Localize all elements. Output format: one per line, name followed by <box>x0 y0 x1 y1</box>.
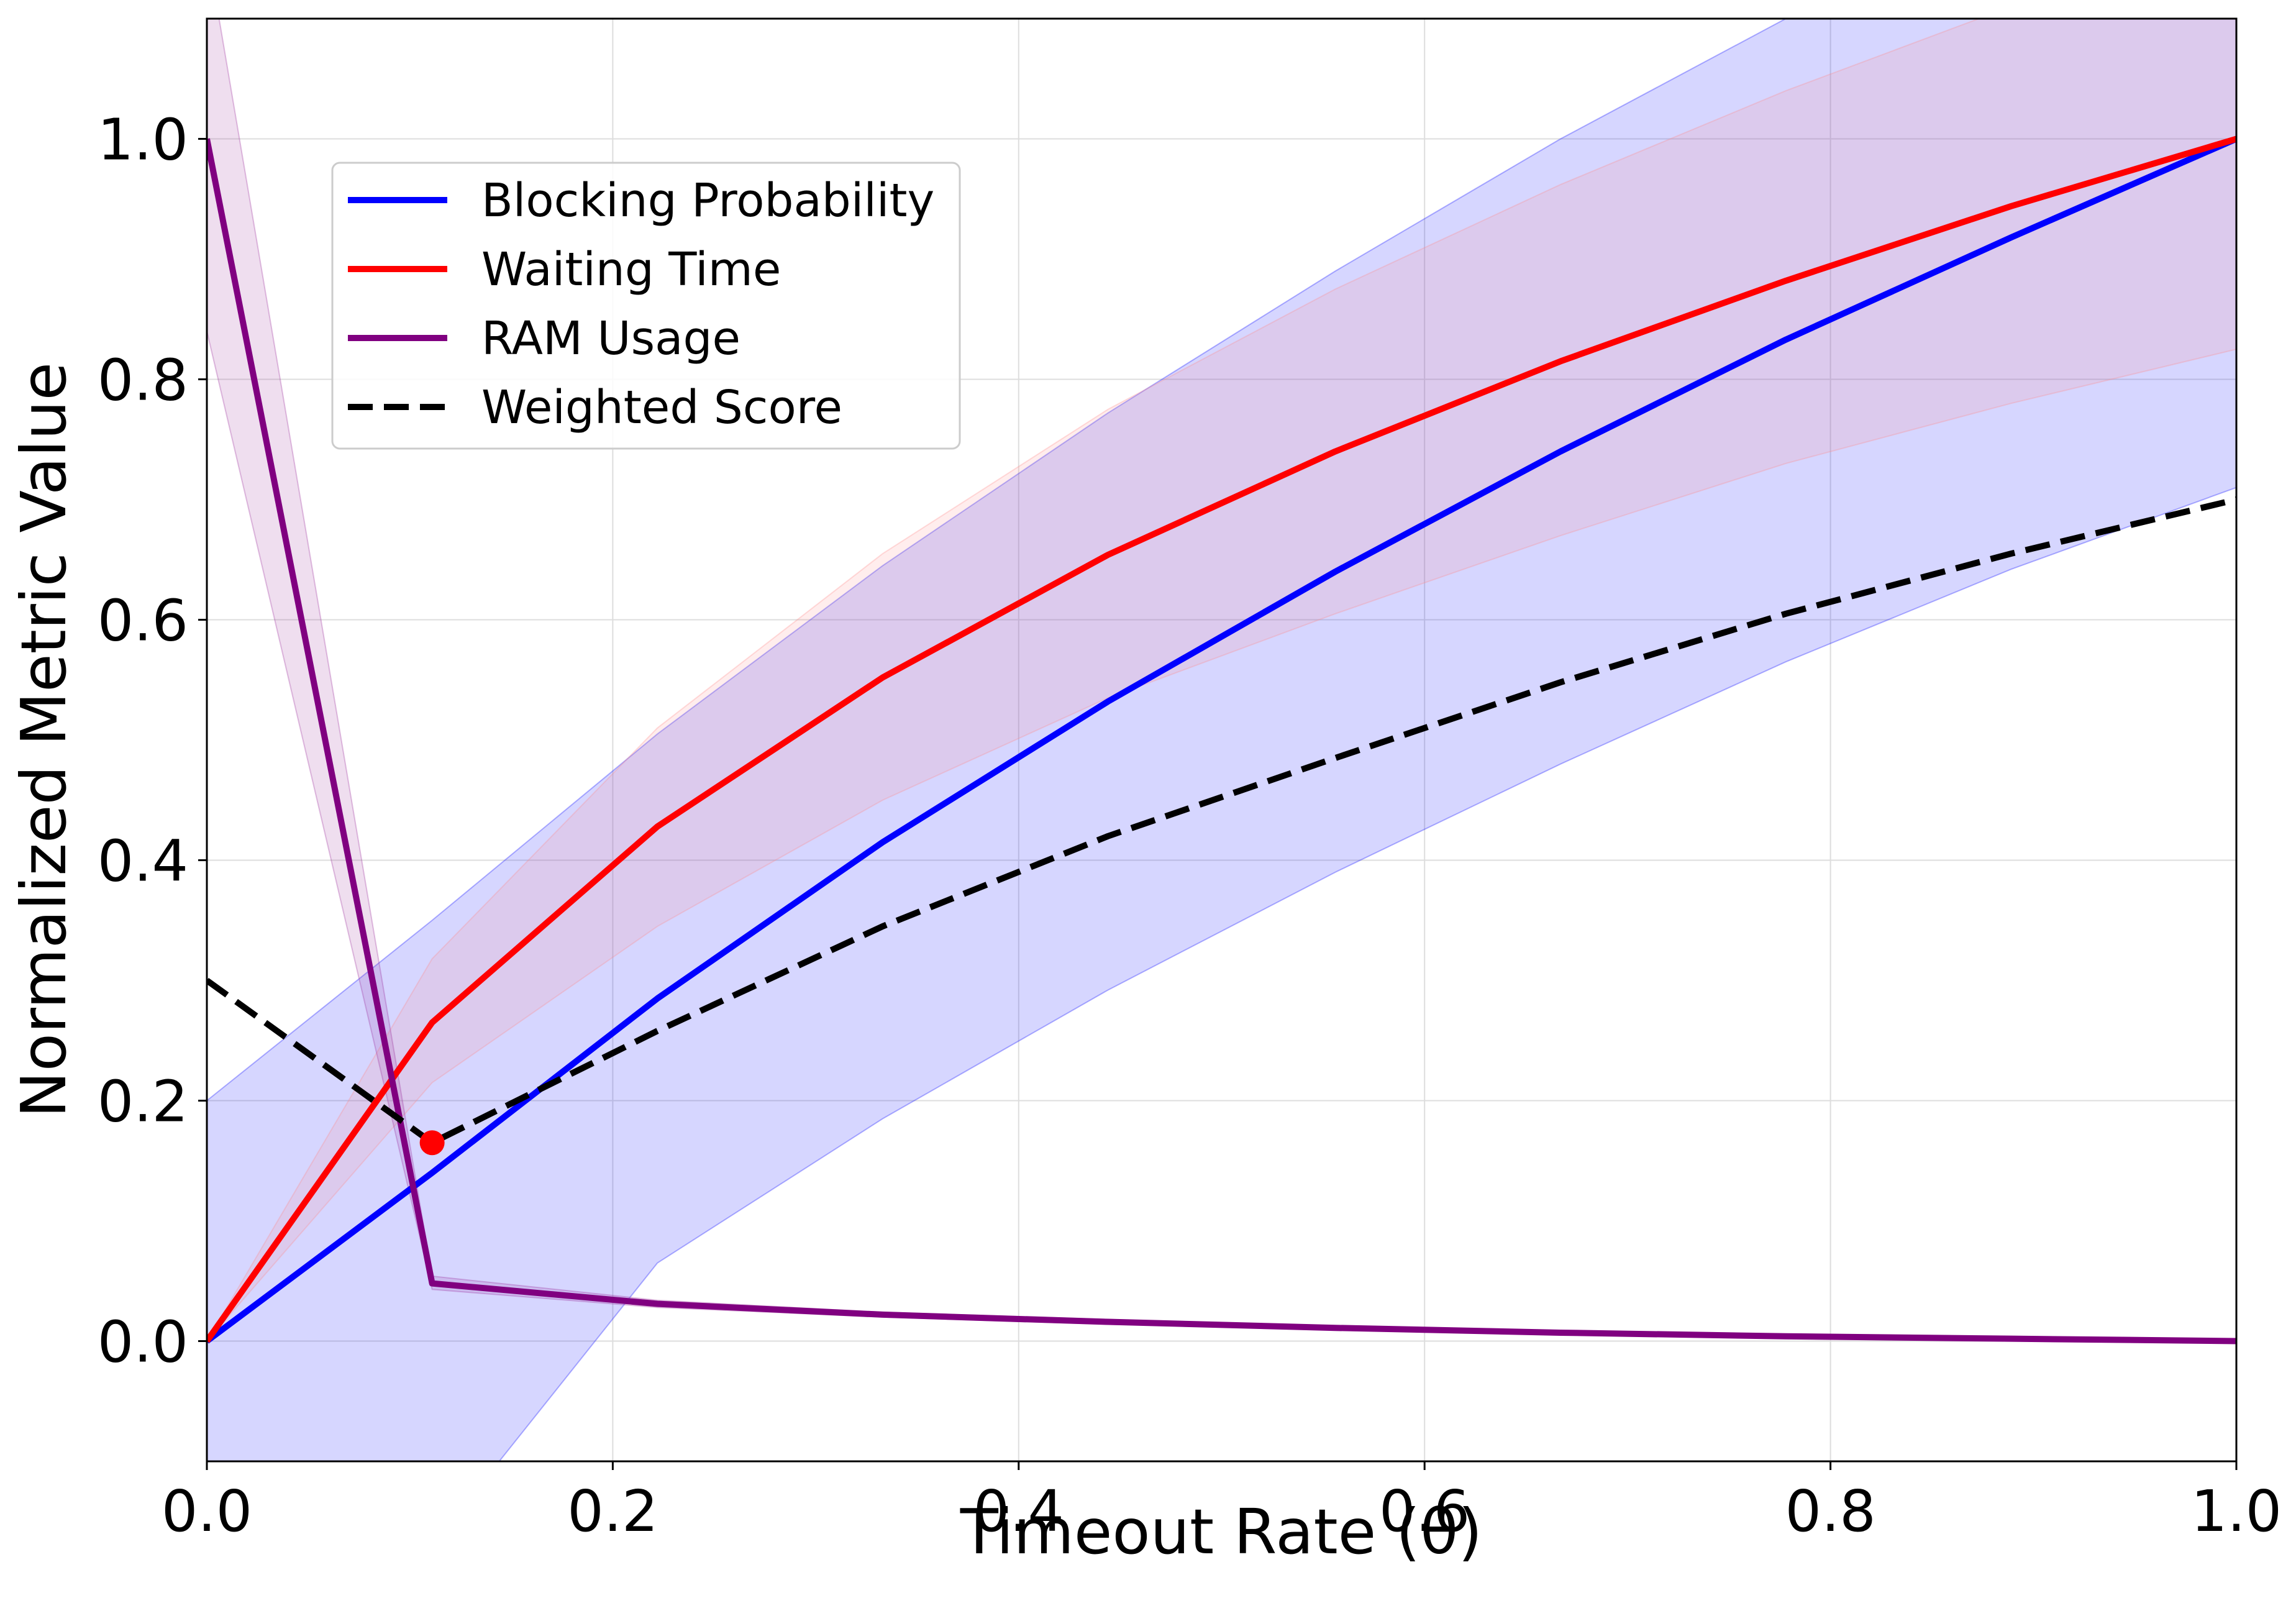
y-tick-label: 0.2 <box>98 1069 188 1135</box>
legend-box <box>331 162 961 450</box>
confidence-band <box>207 19 2236 1342</box>
legend-label: RAM Usage <box>481 312 740 365</box>
y-axis-label: Normalized Metric Value <box>7 362 80 1118</box>
y-tick-label: 0.0 <box>98 1309 188 1376</box>
x-tick-label: 0.2 <box>567 1478 658 1545</box>
y-tick-label: 1.0 <box>98 107 188 173</box>
legend-label: Waiting Time <box>481 243 781 296</box>
series-line <box>207 135 2236 1343</box>
confidence-band <box>207 19 2236 1461</box>
legend: Blocking Probability Waiting Time RAM Usag… <box>331 162 961 450</box>
axis-ticks: 0.0 0.2 0.4 0.6 0.8 1.0 0.0 0.2 0.4 0.6 0.8 1.0 <box>98 107 2282 1545</box>
x-tick-label: 0.0 <box>162 1478 252 1545</box>
legend-label: Blocking Probability <box>481 174 934 227</box>
legend-label: Weighted Score <box>481 381 842 434</box>
series-line <box>207 496 2236 1146</box>
x-tick-label: 0.8 <box>1785 1478 1875 1545</box>
x-tick-label: 0.6 <box>1379 1478 1470 1545</box>
y-tick-label: 0.4 <box>98 828 188 895</box>
optimum-point <box>419 1130 445 1156</box>
y-tick-label: 0.8 <box>98 347 188 414</box>
x-tick-label: 0.4 <box>973 1478 1064 1545</box>
y-tick-label: 0.6 <box>98 588 188 654</box>
markers <box>419 1130 445 1156</box>
x-axis-label: Timeout Rate (θ) <box>960 1495 1483 1568</box>
x-tick-label: 1.0 <box>2191 1478 2282 1545</box>
grid-lines <box>206 19 2237 1461</box>
series-line <box>207 138 2236 1345</box>
series-lines <box>207 135 2236 1345</box>
plot-frame <box>206 17 2238 1463</box>
